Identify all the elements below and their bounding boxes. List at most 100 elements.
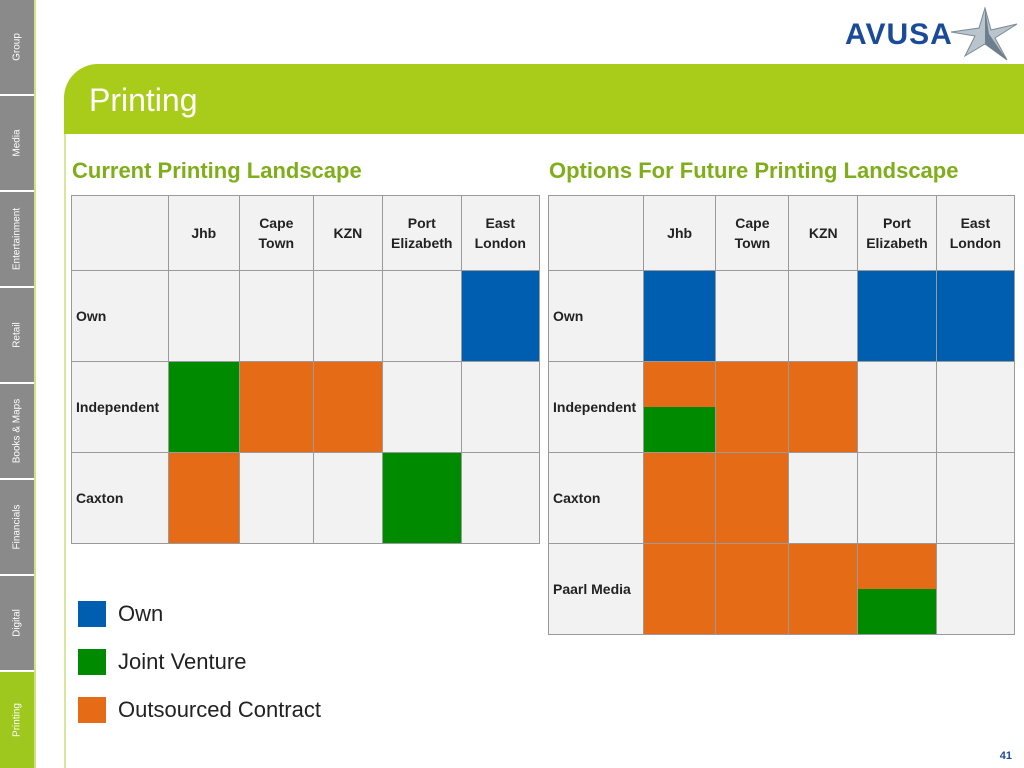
nav-divider xyxy=(34,0,36,768)
star-icon xyxy=(950,6,1018,61)
grid-cell xyxy=(857,270,937,362)
grid-cell xyxy=(857,361,937,453)
row-label: Own xyxy=(71,270,169,362)
nav-tab-books-maps[interactable]: Books & Maps xyxy=(0,384,34,480)
grid-cell xyxy=(312,270,383,362)
nav-tab-label: Group xyxy=(11,33,23,61)
avusa-logo: AVUSA xyxy=(845,6,1020,61)
future-landscape-title: Options For Future Printing Landscape xyxy=(549,158,959,183)
row-label: Paarl Media xyxy=(548,543,644,635)
corner-cell xyxy=(548,195,644,271)
grid-cell xyxy=(312,452,383,544)
future-landscape-table: Jhb Cape Town KZN Port Elizabeth East London… xyxy=(548,195,1016,635)
grid-cell xyxy=(788,270,859,362)
nav-tab-label: Printing xyxy=(11,703,23,737)
row-label: Own xyxy=(548,270,644,362)
column-header: Jhb xyxy=(167,195,240,271)
corner-cell xyxy=(71,195,169,271)
page-title: Printing xyxy=(89,82,198,118)
grid-cell-bottom xyxy=(643,407,716,452)
grid-cell xyxy=(642,361,717,453)
grid-cell-top xyxy=(858,544,936,589)
content-divider xyxy=(64,134,66,768)
grid-cell xyxy=(381,452,462,544)
grid-cell xyxy=(460,270,541,362)
grid-cell xyxy=(167,452,240,544)
grid-cell xyxy=(642,543,717,635)
nav-tab-label: Books & Maps xyxy=(11,398,23,464)
table-row: Own xyxy=(71,270,541,362)
grid-cell xyxy=(460,452,541,544)
nav-tab-label: Digital xyxy=(11,609,23,637)
page-number: 41 xyxy=(999,750,1012,762)
row-label: Independent xyxy=(548,361,644,453)
row-label: Caxton xyxy=(548,452,644,544)
grid-cell xyxy=(788,452,859,544)
nav-tab-label: Media xyxy=(11,129,23,157)
grid-cell xyxy=(715,270,790,362)
nav-tab-entertainment[interactable]: Entertainment xyxy=(0,192,34,288)
column-header: East London xyxy=(460,195,541,271)
row-label: Caxton xyxy=(71,452,169,544)
grid-cell-top xyxy=(643,362,716,407)
grid-cell xyxy=(381,270,462,362)
grid-cell xyxy=(857,543,937,635)
logo-text: AVUSA xyxy=(845,18,953,51)
header-row: Jhb Cape Town KZN Port Elizabeth East London xyxy=(548,195,1016,271)
grid-cell xyxy=(238,452,314,544)
nav-tab-group[interactable]: Group xyxy=(0,0,34,96)
nav-tab-digital[interactable]: Digital xyxy=(0,576,34,672)
row-label: Independent xyxy=(71,361,169,453)
grid-cell xyxy=(935,452,1016,544)
legend-label: Joint Venture xyxy=(118,649,247,674)
nav-tab-media[interactable]: Media xyxy=(0,96,34,192)
table-row: Caxton xyxy=(548,452,1016,544)
column-header: Cape Town xyxy=(238,195,314,271)
legend-label: Outsourced Contract xyxy=(118,697,321,722)
column-header: KZN xyxy=(312,195,383,271)
legend-swatch xyxy=(78,601,106,627)
grid-cell xyxy=(715,361,790,453)
column-header: Jhb xyxy=(642,195,717,271)
legend-swatch xyxy=(78,649,106,675)
grid-cell xyxy=(715,452,790,544)
header-row: Jhb Cape Town KZN Port Elizabeth East London xyxy=(71,195,541,271)
table-row: Own xyxy=(548,270,1016,362)
column-header: Port Elizabeth xyxy=(381,195,462,271)
table-row: Caxton xyxy=(71,452,541,544)
grid-cell xyxy=(935,361,1016,453)
column-header: East London xyxy=(935,195,1016,271)
current-landscape-table: Jhb Cape Town KZN Port Elizabeth East London… xyxy=(71,195,541,544)
legend-swatch xyxy=(78,697,106,723)
side-navigation: Group Media Entertainment Retail Books &… xyxy=(0,0,36,768)
grid-cell xyxy=(788,543,859,635)
column-header: Port Elizabeth xyxy=(857,195,937,271)
nav-tab-printing[interactable]: Printing xyxy=(0,672,34,768)
grid-cell-bottom xyxy=(858,589,936,634)
grid-cell xyxy=(238,270,314,362)
table-row: Independent xyxy=(548,361,1016,453)
title-bar: Printing xyxy=(64,64,1024,134)
grid-cell xyxy=(167,270,240,362)
current-landscape-title: Current Printing Landscape xyxy=(72,158,362,183)
nav-tab-label: Retail xyxy=(11,322,23,348)
table-row: Independent xyxy=(71,361,541,453)
grid-cell xyxy=(381,361,462,453)
column-header: KZN xyxy=(788,195,859,271)
grid-cell xyxy=(460,361,541,453)
nav-tab-financials[interactable]: Financials xyxy=(0,480,34,576)
grid-cell xyxy=(238,361,314,453)
grid-cell xyxy=(642,270,717,362)
grid-cell xyxy=(935,270,1016,362)
table-row: Paarl Media xyxy=(548,543,1016,635)
nav-tab-retail[interactable]: Retail xyxy=(0,288,34,384)
grid-cell xyxy=(788,361,859,453)
nav-tab-label: Entertainment xyxy=(11,207,23,271)
grid-cell xyxy=(857,452,937,544)
nav-tab-label: Financials xyxy=(11,504,23,550)
grid-cell xyxy=(935,543,1016,635)
legend-label: Own xyxy=(118,601,164,626)
grid-cell xyxy=(312,361,383,453)
grid-cell xyxy=(715,543,790,635)
grid-cell xyxy=(167,361,240,453)
